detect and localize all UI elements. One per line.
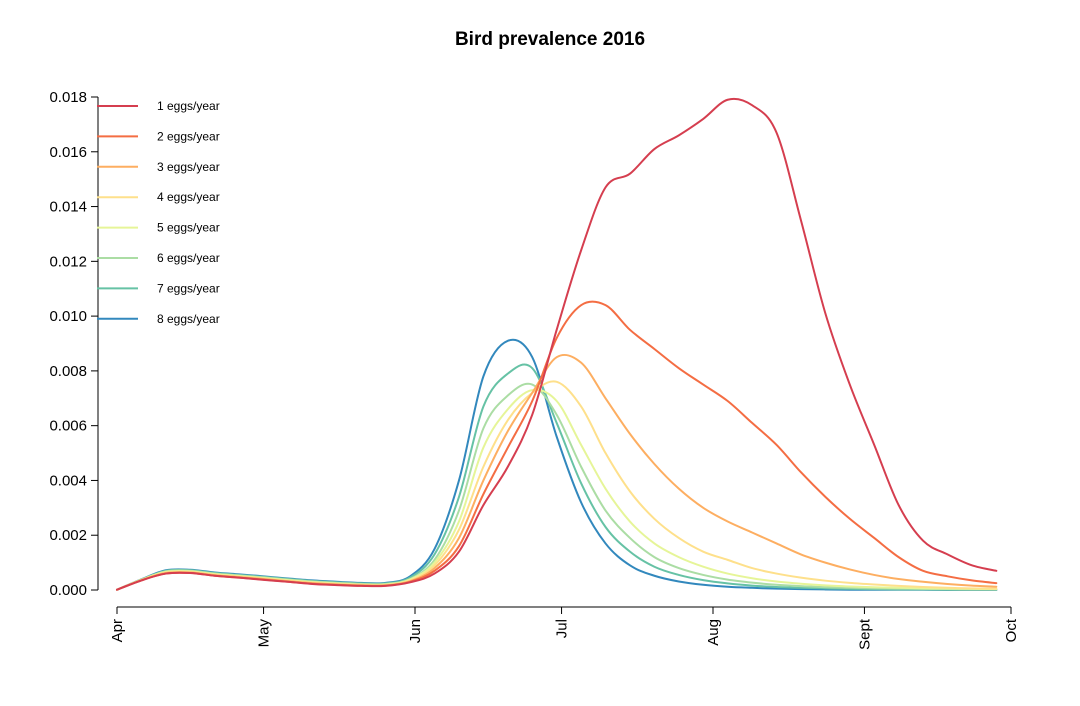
y-tick-label: 0.010 <box>49 308 87 325</box>
x-tick-label: Jul <box>554 619 571 638</box>
y-tick-label: 0.000 <box>49 582 87 599</box>
legend-label: 6 eggs/year <box>157 251 220 265</box>
series-line-3 <box>116 353 998 591</box>
legend-label: 3 eggs/year <box>157 160 220 174</box>
y-tick-label: 0.016 <box>49 144 87 161</box>
legend-label: 1 eggs/year <box>157 99 220 113</box>
x-tick-label: Oct <box>1003 618 1020 642</box>
series-line-2 <box>116 300 998 591</box>
series-layer <box>116 97 998 592</box>
y-tick-label: 0.014 <box>49 199 87 216</box>
series-line-4 <box>116 380 998 591</box>
y-tick-label: 0.008 <box>49 363 87 380</box>
chart-title: Bird prevalence 2016 <box>455 29 645 50</box>
series-line-1 <box>116 97 998 591</box>
legend-label: 8 eggs/year <box>157 312 220 326</box>
x-tick-label: Jun <box>407 619 424 643</box>
series-line-8 <box>116 338 998 592</box>
y-tick-label: 0.018 <box>49 89 87 106</box>
y-tick-label: 0.002 <box>49 527 87 544</box>
y-axis: 0.000 0.002 0.004 0.006 0.008 0.010 0.012 0.014… <box>49 89 99 599</box>
y-tick-label: 0.006 <box>49 418 87 435</box>
legend-label: 4 eggs/year <box>157 190 220 204</box>
series-line-6 <box>116 382 998 591</box>
y-tick-label: 0.004 <box>49 472 87 489</box>
legend-label: 5 eggs/year <box>157 221 220 235</box>
y-tick-label: 0.012 <box>49 253 87 270</box>
x-tick-label: Apr <box>109 619 126 642</box>
legend-label: 7 eggs/year <box>157 281 220 295</box>
legend: 1 eggs/year 2 eggs/year 3 eggs/year 4 eggs/… <box>97 99 220 326</box>
legend-label: 2 eggs/year <box>157 129 220 143</box>
x-tick-label: Aug <box>705 619 722 646</box>
series-line-7 <box>116 363 998 591</box>
x-axis: Apr May Jun Jul Aug Sept Oct <box>109 606 1020 650</box>
x-tick-label: May <box>256 619 273 648</box>
x-tick-label: Sept <box>856 618 873 650</box>
